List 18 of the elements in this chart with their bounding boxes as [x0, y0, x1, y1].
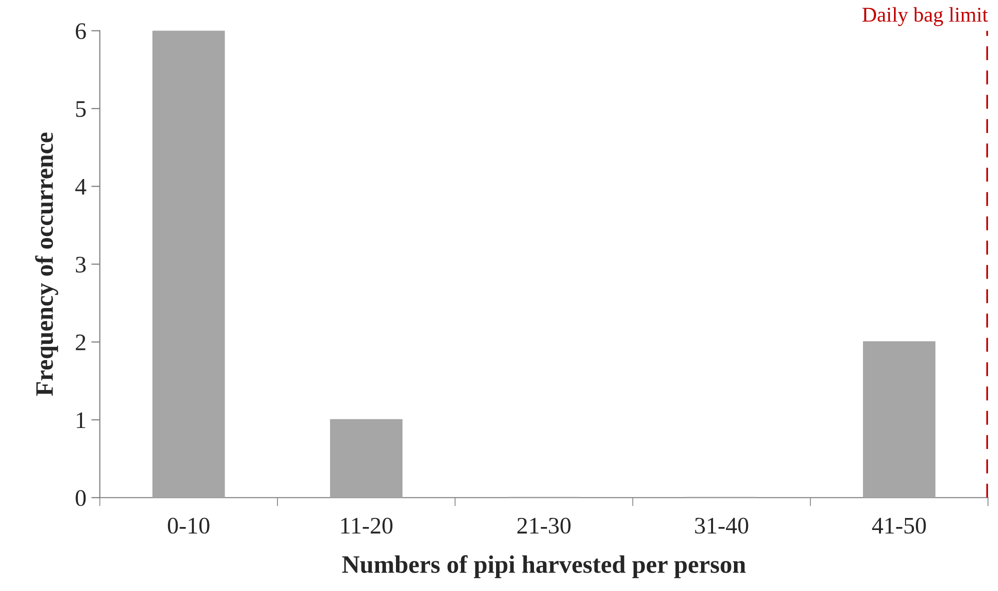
bar: [152, 30, 225, 498]
x-tick-label: 11-20: [341, 518, 392, 534]
y-tick-label: 0: [76, 490, 86, 506]
y-tick-label: 4: [75, 179, 86, 195]
y-tick-label: 2: [76, 334, 86, 350]
y-tick-label: 3: [76, 256, 86, 273]
x-tick-label: 41-50: [872, 518, 926, 534]
y-tick-label: 5: [76, 101, 86, 117]
bar: [330, 419, 402, 498]
y-axis-title: Frequency of occurrence: [35, 132, 58, 396]
x-tick-label: 31-40: [695, 518, 748, 534]
y-tick-label: 6: [76, 23, 86, 40]
x-tick-label: 0-10: [168, 518, 210, 534]
bar: [862, 341, 936, 498]
text: Daily bag limit: [862, 7, 988, 26]
x-tick-label: 21-30: [517, 518, 571, 534]
x-axis-title: Numbers of pipi harvested per person: [342, 555, 746, 578]
y-tick-label: 1: [76, 412, 86, 428]
